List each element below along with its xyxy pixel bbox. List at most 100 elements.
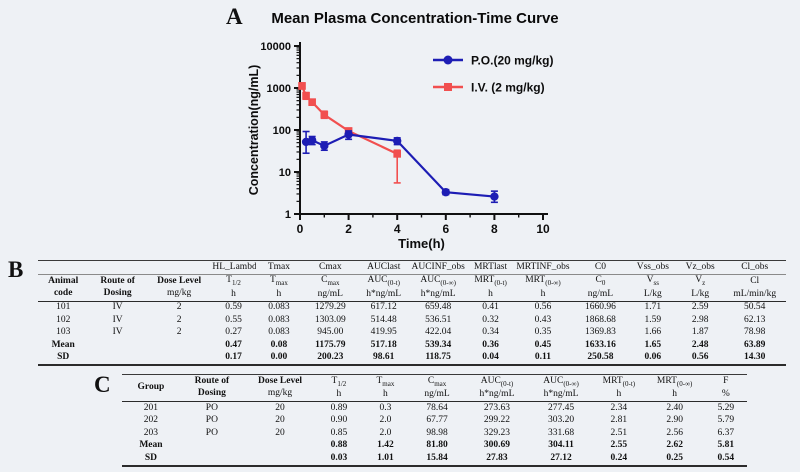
iv-cell: 0.08 <box>270 339 288 350</box>
iv-cell: 1175.79 <box>315 339 346 350</box>
svg-text:2: 2 <box>345 222 352 236</box>
iv-symbol-header: Tmax <box>269 275 288 287</box>
po-cell: 331.68 <box>547 427 575 438</box>
iv-cell: 1.59 <box>644 314 662 325</box>
po-cell: 15.84 <box>409 452 465 467</box>
iv-raw-header: AUCINF_obs <box>408 260 468 275</box>
iv-cell: 0.083 <box>268 327 290 338</box>
po-cell: 277.45 <box>547 402 575 413</box>
iv-cell: 0.06 <box>628 351 678 367</box>
iv-cell: 1660.96 <box>584 302 616 313</box>
iv-cell: 98.61 <box>358 351 409 367</box>
po-cell: 27.83 <box>464 452 529 467</box>
panel-c-label: C <box>94 372 111 397</box>
iv-symbol-header: MRT(0-t) <box>474 275 507 287</box>
iv-cell: 0.47 <box>225 339 242 350</box>
po-cell: 0.25 <box>644 452 705 467</box>
po-cell: 2.40 <box>666 402 683 413</box>
iv-symbol-header: Cmax <box>321 275 340 287</box>
po-cell: 2.34 <box>610 402 628 413</box>
iv-blank-header <box>88 260 147 275</box>
iv-cell: 0.35 <box>534 327 552 338</box>
iv-raw-header: Cl_obs <box>723 260 786 275</box>
po-cell: PO <box>205 415 218 426</box>
svg-text:10: 10 <box>279 167 291 179</box>
iv-cell: 103 <box>56 327 71 338</box>
po-cell: 0.03 <box>316 452 362 467</box>
iv-unit-header: L/kg <box>677 288 724 302</box>
iv-cell: 1279.29 <box>314 302 346 313</box>
iv-cell: 419.95 <box>370 327 397 338</box>
po-cell: 0.54 <box>704 452 747 467</box>
iv-cell: 0.43 <box>534 314 552 325</box>
iv-symbol-header: MRT(0-∞) <box>525 275 561 287</box>
iv-cell: IV <box>112 302 123 313</box>
po-cell: 6.37 <box>717 427 735 438</box>
iv-table: HL_Lambda_TmaxCmaxAUClastAUCINF_obsMRTla… <box>38 260 786 367</box>
iv-raw-header: MRTINF_obs <box>513 260 573 275</box>
iv-id-header: Route of Dosing <box>88 274 147 302</box>
po-pk-parameters-table: Group Route of Dosing Dose Level mg/kg T1/2 Tm… <box>122 374 747 467</box>
iv-cell: 1369.83 <box>584 327 616 338</box>
iv-cell <box>88 351 147 367</box>
iv-cell <box>88 339 146 352</box>
svg-text:4: 4 <box>394 222 401 236</box>
po-unit-header: h <box>644 388 705 403</box>
po-cell: Mean <box>139 440 163 451</box>
iv-cell: 1.66 <box>644 327 662 338</box>
iv-cell: 14.30 <box>723 351 786 367</box>
iv-symbol-header: Cl <box>750 275 760 286</box>
po-cell: 5.29 <box>717 402 735 413</box>
iv-cell: 617.12 <box>370 302 397 313</box>
svg-text:100: 100 <box>273 125 291 137</box>
iv-row-mean: Mean 0.47 0.08 1175.79 517.18 539.34 0.36 0.45 1… <box>38 339 786 352</box>
iv-cell: 517.18 <box>370 339 397 350</box>
po-cell: 20 <box>275 427 285 438</box>
iv-cell: 0.11 <box>513 351 573 367</box>
po-cell: 304.11 <box>548 440 574 451</box>
po-id-header: Group <box>122 374 180 402</box>
iv-cell: 1633.16 <box>584 339 616 350</box>
legend-label: I.V. (2 mg/kg) <box>471 81 545 95</box>
iv-cell: 2 <box>176 327 182 338</box>
po-cell <box>180 440 244 453</box>
iv-cell: 945.00 <box>317 327 344 338</box>
po-symbol-header: MRT(0-t) <box>593 374 645 389</box>
po-cell: PO <box>205 402 218 413</box>
iv-unit-header: ng/mL <box>302 288 359 302</box>
iv-unit-header: h <box>467 288 514 302</box>
iv-unit-header: mL/min/kg <box>723 288 786 302</box>
po-cell: 2.55 <box>610 440 628 451</box>
iv-cell: 118.75 <box>408 351 468 367</box>
po-cell: 2.56 <box>666 427 683 438</box>
po-cell <box>179 452 244 467</box>
po-symbol-header: AUC(0-t) <box>464 374 529 389</box>
iv-cell: 1868.68 <box>584 314 616 325</box>
panel-b-label: B <box>8 257 24 282</box>
iv-cell: SD <box>38 351 89 367</box>
concentration-time-chart: 10000 1000 100 10 10 2 4 6 8 10 Concentration(ng/m… <box>247 41 553 251</box>
po-symbol-header: MRT(0-∞) <box>644 374 705 389</box>
iv-cell: 101 <box>56 302 71 313</box>
iv-cell: 63.89 <box>744 339 766 350</box>
po-cell: 20 <box>275 402 285 413</box>
po-cell: 303.20 <box>547 415 575 426</box>
iv-cell: 2 <box>176 302 182 313</box>
po-row-203: 203 PO 20 0.85 2.0 98.98 329.23 331.68 2.51 2.56 6… <box>122 427 747 440</box>
po-cell: 5.81 <box>717 440 735 451</box>
po-row-201: 201 PO 20 0.89 0.3 78.64 273.63 277.45 2.34 2.40 5… <box>122 402 747 415</box>
po-table: Group Route of Dosing Dose Level mg/kg T1/2 Tm… <box>122 374 747 467</box>
iv-cell: 0.083 <box>268 302 290 313</box>
iv-row-sd: SD 0.17 0.00 200.23 98.61 118.75 0.04 0.11 250.5… <box>38 351 786 367</box>
po-cell: 81.80 <box>426 440 448 451</box>
po-unit-header: h <box>593 388 645 403</box>
chart-title: Mean Plasma Concentration-Time Curve <box>271 10 559 27</box>
iv-cell: 2 <box>176 314 182 325</box>
iv-symbol-header: Vz <box>695 275 706 287</box>
iv-pk-parameters-table: HL_Lambda_TmaxCmaxAUClastAUCINF_obsMRTla… <box>38 260 786 367</box>
svg-text:10000: 10000 <box>260 41 291 53</box>
iv-cell: 2.59 <box>691 302 709 313</box>
iv-cell: 50.54 <box>744 302 766 313</box>
iv-blank-header <box>146 260 212 275</box>
